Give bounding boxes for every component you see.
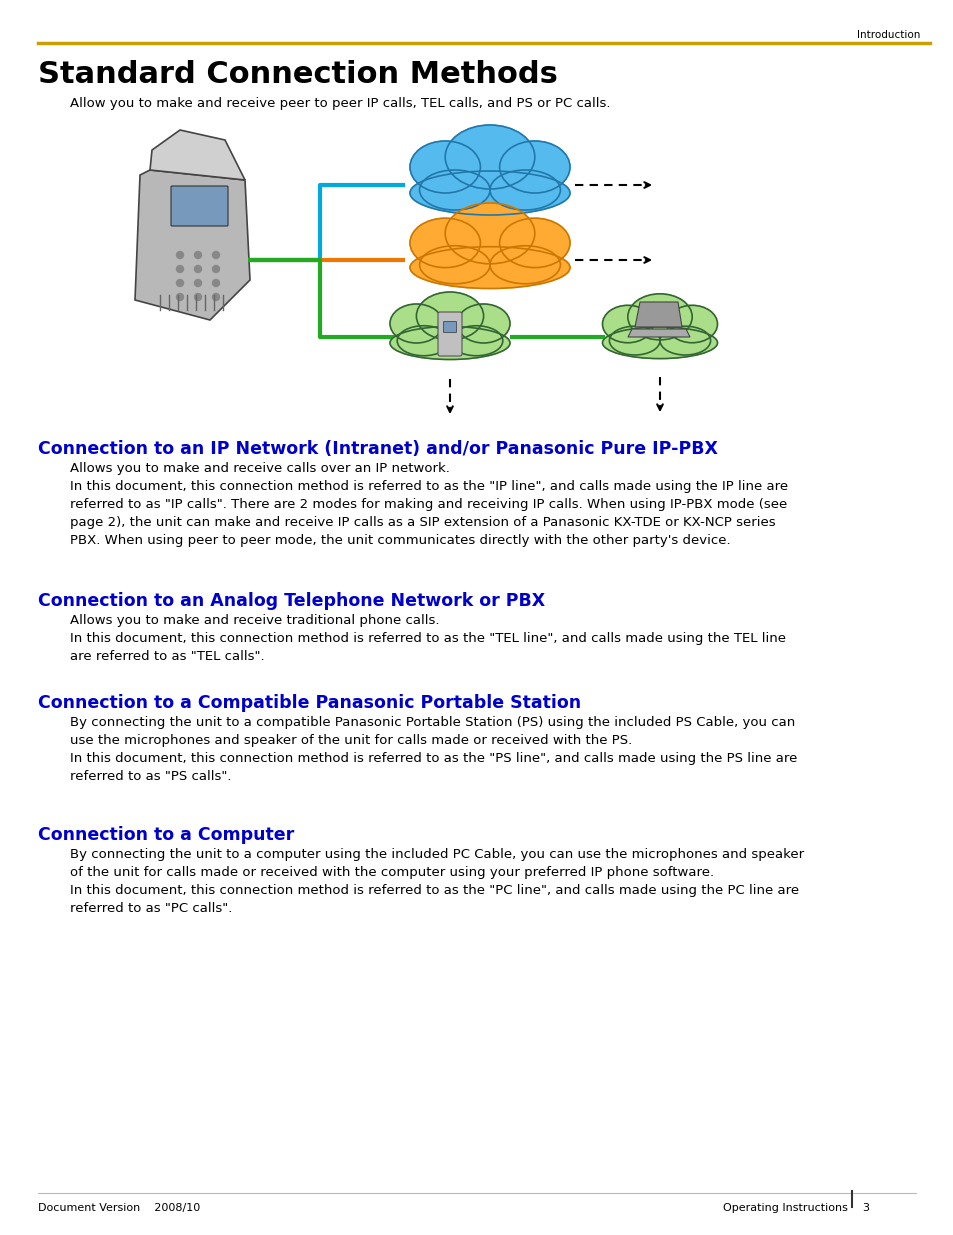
Circle shape (176, 279, 183, 287)
Text: Allows you to make and receive traditional phone calls.
In this document, this c: Allows you to make and receive tradition… (70, 614, 785, 663)
Ellipse shape (390, 326, 510, 359)
Ellipse shape (416, 291, 483, 340)
Ellipse shape (390, 304, 442, 343)
Circle shape (176, 252, 183, 258)
Ellipse shape (659, 326, 710, 354)
Ellipse shape (490, 246, 559, 284)
Ellipse shape (490, 170, 559, 210)
Ellipse shape (499, 141, 569, 193)
Polygon shape (150, 130, 245, 180)
Text: Allow you to make and receive peer to peer IP calls, TEL calls, and PS or PC cal: Allow you to make and receive peer to pe… (70, 98, 610, 110)
Ellipse shape (445, 203, 535, 264)
Circle shape (194, 279, 201, 287)
Ellipse shape (410, 247, 569, 289)
Polygon shape (627, 329, 689, 337)
Ellipse shape (410, 170, 569, 215)
Ellipse shape (445, 125, 535, 189)
Text: Connection to an IP Network (Intranet) and/or Panasonic Pure IP-PBX: Connection to an IP Network (Intranet) a… (38, 440, 717, 458)
Circle shape (213, 294, 219, 300)
Text: By connecting the unit to a computer using the included PC Cable, you can use th: By connecting the unit to a computer usi… (70, 848, 803, 915)
Polygon shape (635, 303, 681, 327)
Ellipse shape (419, 246, 490, 284)
Ellipse shape (602, 327, 717, 358)
Ellipse shape (627, 294, 692, 340)
Circle shape (194, 252, 201, 258)
Ellipse shape (499, 219, 569, 268)
Ellipse shape (602, 305, 653, 343)
FancyBboxPatch shape (171, 186, 228, 226)
Text: By connecting the unit to a compatible Panasonic Portable Station (PS) using the: By connecting the unit to a compatible P… (70, 716, 797, 783)
Text: Connection to a Computer: Connection to a Computer (38, 826, 294, 844)
Text: Connection to an Analog Telephone Network or PBX: Connection to an Analog Telephone Networ… (38, 592, 544, 610)
Ellipse shape (396, 326, 450, 356)
Ellipse shape (410, 141, 480, 193)
Text: Standard Connection Methods: Standard Connection Methods (38, 61, 558, 89)
Circle shape (176, 266, 183, 273)
Text: Introduction: Introduction (856, 30, 919, 40)
Text: 3: 3 (862, 1203, 868, 1213)
Ellipse shape (609, 326, 659, 354)
Ellipse shape (666, 305, 717, 343)
Text: Document Version    2008/10: Document Version 2008/10 (38, 1203, 200, 1213)
Circle shape (176, 294, 183, 300)
Ellipse shape (450, 326, 502, 356)
Circle shape (213, 252, 219, 258)
Polygon shape (135, 170, 250, 320)
Circle shape (213, 266, 219, 273)
Text: Operating Instructions: Operating Instructions (722, 1203, 847, 1213)
Text: Connection to a Compatible Panasonic Portable Station: Connection to a Compatible Panasonic Por… (38, 694, 580, 713)
FancyBboxPatch shape (437, 312, 461, 356)
Text: Allows you to make and receive calls over an IP network.
In this document, this : Allows you to make and receive calls ove… (70, 462, 787, 547)
Circle shape (194, 294, 201, 300)
Ellipse shape (419, 170, 490, 210)
Circle shape (194, 266, 201, 273)
Ellipse shape (456, 304, 510, 343)
Ellipse shape (410, 219, 480, 268)
FancyBboxPatch shape (443, 321, 456, 332)
Circle shape (213, 279, 219, 287)
